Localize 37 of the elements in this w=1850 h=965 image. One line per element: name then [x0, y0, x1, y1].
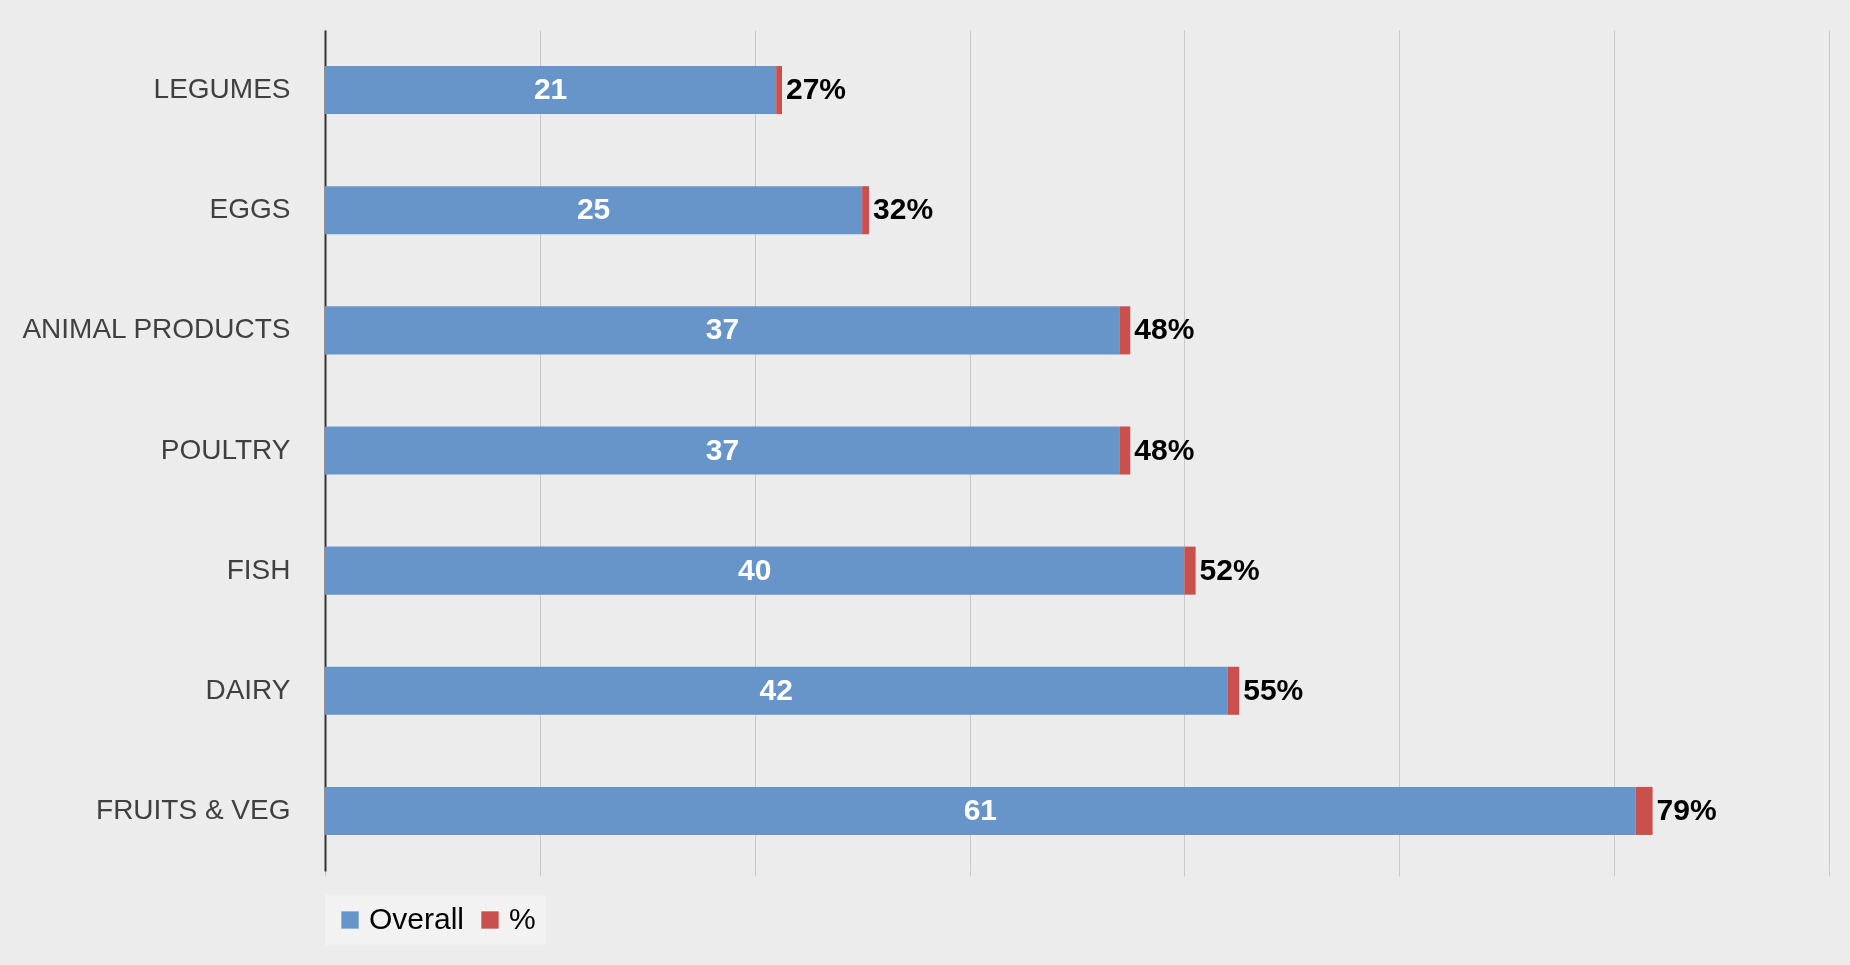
- data-label: 48%: [1134, 312, 1195, 346]
- bar: [1227, 666, 1240, 715]
- data-label: 42: [759, 672, 793, 706]
- data-label: 25: [576, 192, 611, 226]
- bar: [776, 66, 782, 115]
- legend-label: Overall: [369, 902, 465, 935]
- bar: [1635, 786, 1653, 835]
- data-label: 37: [705, 432, 740, 466]
- legend-label: %: [509, 902, 536, 935]
- data-label: 37: [705, 312, 740, 346]
- data-label: 21: [533, 72, 568, 106]
- data-label: 32%: [873, 192, 934, 226]
- y-tick-label: LEGUMES: [153, 73, 291, 105]
- bar: [325, 306, 1120, 355]
- data-label: 79%: [1656, 792, 1717, 826]
- data-label: 52%: [1199, 552, 1260, 586]
- bar: [325, 666, 1228, 715]
- data-label: 61: [963, 792, 997, 826]
- bar: [325, 426, 1120, 475]
- bar: [325, 186, 863, 235]
- bar: [862, 186, 870, 235]
- y-tick-label: ANIMAL PRODUCTS: [22, 313, 291, 345]
- data-label: 48%: [1134, 432, 1195, 466]
- data-label: 27%: [786, 72, 847, 106]
- bar: [1119, 306, 1131, 355]
- y-tick-label: POULTRY: [160, 433, 291, 465]
- data-label: 40: [738, 552, 772, 586]
- y-tick-label: FRUITS & VEG: [96, 793, 291, 825]
- data-label: 55%: [1243, 672, 1304, 706]
- bar: [325, 546, 1185, 595]
- y-tick-label: EGGS: [209, 193, 291, 225]
- y-tick-label: DAIRY: [205, 673, 291, 705]
- bar: [325, 786, 1636, 835]
- y-tick-label: FISH: [226, 553, 291, 585]
- bar: [1184, 546, 1196, 595]
- bar: [325, 66, 777, 115]
- bar: [1119, 426, 1131, 475]
